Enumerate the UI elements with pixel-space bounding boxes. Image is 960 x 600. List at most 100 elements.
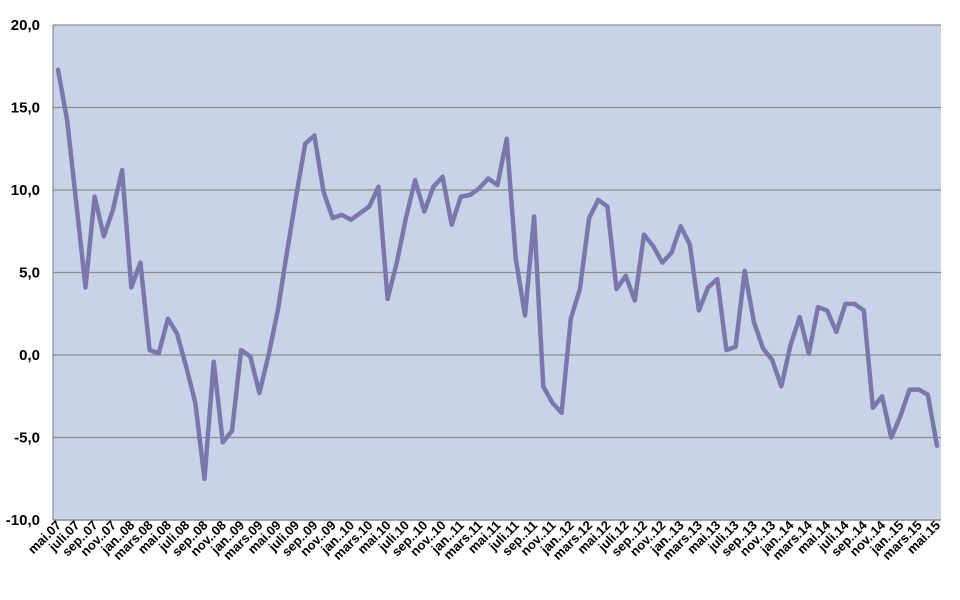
data-point: [212, 360, 216, 364]
data-point: [486, 176, 490, 180]
data-point: [102, 234, 106, 238]
data-point: [459, 195, 463, 199]
data-point: [422, 209, 426, 213]
series-layer: [55, 67, 940, 482]
data-point: [413, 178, 417, 182]
data-point: [322, 190, 326, 194]
data-point: [679, 224, 683, 228]
data-point: [908, 388, 912, 392]
y-tick-label: -10,0: [6, 512, 40, 529]
data-point: [120, 168, 124, 172]
data-point: [83, 285, 87, 289]
data-point: [477, 186, 481, 190]
data-point: [843, 302, 847, 306]
data-point: [175, 332, 179, 336]
y-tick-label: 5,0: [19, 265, 40, 282]
data-point: [129, 285, 133, 289]
data-point: [267, 353, 271, 357]
data-point: [450, 223, 454, 227]
data-point: [871, 406, 875, 410]
data-point: [569, 317, 573, 321]
data-point: [688, 242, 692, 246]
data-point: [889, 436, 893, 440]
data-point: [367, 205, 371, 209]
data-point: [349, 218, 353, 222]
data-point: [138, 261, 142, 265]
data-point: [276, 308, 280, 312]
data-point: [624, 274, 628, 278]
data-point: [779, 384, 783, 388]
data-point: [578, 287, 582, 291]
data-point: [404, 216, 408, 220]
data-point: [615, 287, 619, 291]
data-point: [157, 351, 161, 355]
data-point: [587, 216, 591, 220]
data-point: [651, 244, 655, 248]
data-point: [633, 299, 637, 303]
data-point: [734, 345, 738, 349]
data-point: [560, 411, 564, 415]
data-point: [148, 348, 152, 352]
data-point: [550, 401, 554, 405]
y-tick-label: 15,0: [11, 100, 40, 117]
data-point: [853, 302, 857, 306]
data-point: [294, 195, 298, 199]
data-point: [935, 444, 939, 448]
data-point: [743, 269, 747, 273]
data-point: [285, 251, 289, 255]
data-point: [706, 285, 710, 289]
data-point: [239, 348, 243, 352]
data-point: [184, 365, 188, 369]
data-point: [770, 358, 774, 362]
data-point: [386, 297, 390, 301]
data-point: [789, 343, 793, 347]
data-point: [376, 185, 380, 189]
data-point: [230, 429, 234, 433]
data-point: [193, 401, 197, 405]
data-point: [523, 313, 527, 317]
data-point: [532, 214, 536, 218]
y-tick-label: 0,0: [19, 347, 40, 364]
data-point: [65, 119, 69, 123]
data-point: [825, 308, 829, 312]
data-point: [605, 205, 609, 209]
data-point: [203, 477, 207, 481]
data-point: [496, 183, 500, 187]
data-point: [917, 388, 921, 392]
data-point: [468, 193, 472, 197]
data-point: [257, 391, 261, 395]
data-point: [358, 211, 362, 215]
data-point: [221, 440, 225, 444]
data-point: [431, 185, 435, 189]
y-axis-tick-labels: 20,0 15,0 10,0 5,0 0,0 -5,0 -10,0: [6, 17, 40, 529]
x-axis-tick-labels: mai.07juli.07sep..07nov..07jan..08mars.0…: [25, 517, 943, 563]
data-point: [816, 305, 820, 309]
data-point: [166, 317, 170, 321]
data-point: [248, 355, 252, 359]
data-point: [441, 175, 445, 179]
data-point: [761, 346, 765, 350]
data-point: [752, 320, 756, 324]
data-point: [514, 257, 518, 261]
data-point: [395, 261, 399, 265]
y-tick-label: -5,0: [14, 430, 40, 447]
data-point: [505, 137, 509, 141]
y-tick-label: 20,0: [11, 17, 40, 34]
data-point: [798, 315, 802, 319]
data-point: [669, 251, 673, 255]
data-point: [898, 414, 902, 418]
data-point: [926, 393, 930, 397]
data-point: [303, 142, 307, 146]
data-point: [834, 330, 838, 334]
data-point: [93, 195, 97, 199]
data-point: [697, 308, 701, 312]
data-point: [807, 351, 811, 355]
data-point: [331, 216, 335, 220]
data-point: [541, 384, 545, 388]
data-point: [596, 198, 600, 202]
data-point: [111, 208, 115, 212]
data-point: [312, 134, 316, 138]
series-line: [55, 67, 940, 482]
data-point: [340, 213, 344, 217]
